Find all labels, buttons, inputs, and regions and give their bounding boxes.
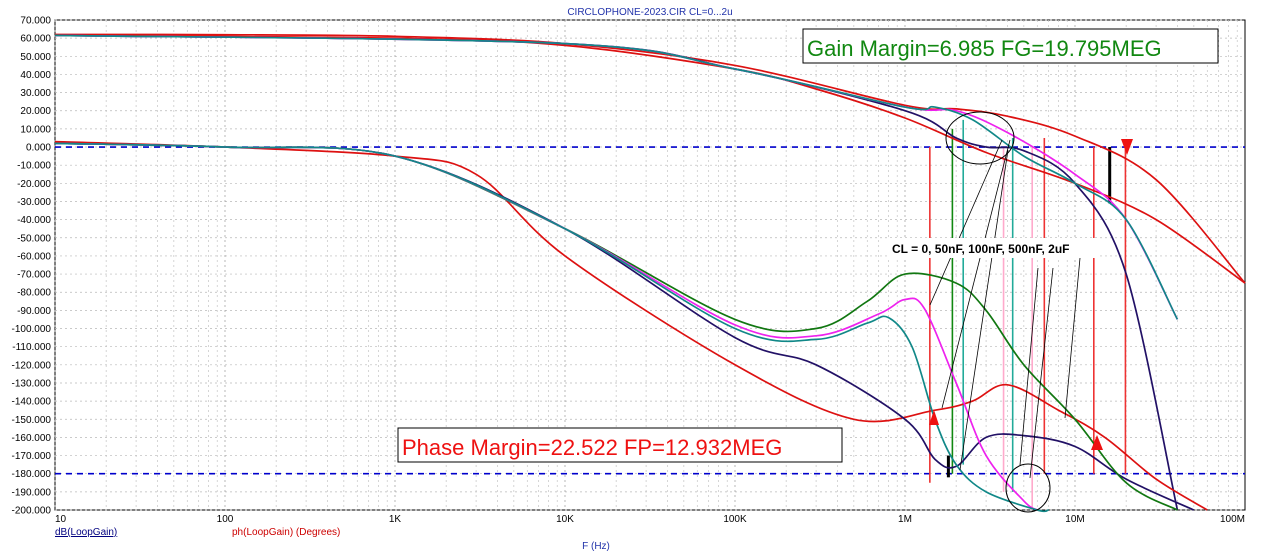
x-tick-label: 10K bbox=[556, 514, 574, 525]
y-ticks: 70.000 60.000 50.000 40.000 30.000 20.000 10.0… bbox=[12, 16, 52, 517]
gain-margin-label: Gain Margin=6.985 FG=19.795MEG bbox=[807, 36, 1162, 61]
phase-arrow-up bbox=[929, 410, 939, 425]
phase-margin-label: Phase Margin=22.522 FP=12.932MEG bbox=[402, 435, 782, 460]
y-tick-label: -20.000 bbox=[17, 179, 51, 190]
y-tick-label: 60.000 bbox=[20, 34, 51, 45]
y-tick-label: -100.000 bbox=[12, 324, 52, 335]
y-tick-label: -80.000 bbox=[17, 288, 51, 299]
cl-values-label: CL = 0, 50nF, 100nF, 500nF, 2uF bbox=[892, 242, 1070, 256]
y-tick-label: -160.000 bbox=[12, 433, 52, 444]
y-tick-label: -60.000 bbox=[17, 251, 51, 262]
gain-margin-box: Gain Margin=6.985 FG=19.795MEG bbox=[802, 28, 1219, 64]
y-tick-label: -30.000 bbox=[17, 197, 51, 208]
x-tick-label: 100K bbox=[723, 514, 747, 525]
leader-line bbox=[959, 149, 1009, 471]
y-tick-label: -150.000 bbox=[12, 415, 52, 426]
series-gain-0 bbox=[54, 33, 1246, 284]
y-tick-label: -130.000 bbox=[12, 378, 52, 389]
x-tick-label: 1M bbox=[898, 514, 912, 525]
chart-title: CIRCLOPHONE-2023.CIR CL=0...2u bbox=[567, 7, 732, 18]
x-tick-label: 100 bbox=[217, 514, 234, 525]
phase-crossover-circle bbox=[1005, 463, 1051, 513]
series-layer bbox=[54, 33, 1246, 513]
y-tick-label: 40.000 bbox=[20, 70, 51, 81]
y-tick-label: -170.000 bbox=[12, 451, 52, 462]
y-tick-label: -10.000 bbox=[17, 161, 51, 172]
y-tick-label: -200.000 bbox=[12, 506, 52, 517]
x-axis-label: F (Hz) bbox=[582, 541, 610, 552]
series-phase-9 bbox=[54, 142, 1049, 513]
leader-line bbox=[929, 139, 1003, 306]
leader-line bbox=[941, 139, 1011, 409]
y-tick-label: -140.000 bbox=[12, 397, 52, 408]
x-tick-label: 100M bbox=[1220, 514, 1245, 525]
y-tick-label: 0.000 bbox=[26, 143, 51, 154]
y-tick-label: 10.000 bbox=[20, 124, 51, 135]
y-tick-label: 50.000 bbox=[20, 52, 51, 63]
y-tick-label: -110.000 bbox=[12, 342, 51, 353]
x-ticks: 10 100 1K 10K 100K 1M 10M 100M bbox=[55, 514, 1245, 525]
y-tick-label: -70.000 bbox=[17, 270, 51, 281]
y-tick-label: -190.000 bbox=[12, 487, 52, 498]
series-gain-4 bbox=[54, 34, 1179, 320]
y-tick-label: 20.000 bbox=[20, 106, 51, 117]
x-tick-label: 10 bbox=[55, 514, 67, 525]
leader-line bbox=[1019, 267, 1039, 466]
y-tick-label: -50.000 bbox=[17, 233, 51, 244]
phase-margin-box: Phase Margin=22.522 FP=12.932MEG bbox=[397, 427, 843, 463]
gain-crossover-circle bbox=[945, 111, 1015, 165]
series-gain-1 bbox=[54, 34, 1246, 284]
y-tick-label: -180.000 bbox=[12, 469, 52, 480]
legend-gain-label[interactable]: dB(LoopGain) bbox=[55, 527, 117, 538]
cl-values-box: CL = 0, 50nF, 100nF, 500nF, 2uF bbox=[888, 238, 1100, 258]
x-tick-label: 1K bbox=[389, 514, 402, 525]
x-tick-label: 10M bbox=[1065, 514, 1084, 525]
leader-line bbox=[1064, 257, 1081, 419]
y-tick-label: -40.000 bbox=[17, 215, 51, 226]
legend-phase-label[interactable]: ph(LoopGain) (Degrees) bbox=[232, 527, 340, 538]
phase-arrow-up-2 bbox=[1091, 435, 1103, 450]
y-tick-label: 30.000 bbox=[20, 88, 51, 99]
y-tick-label: -120.000 bbox=[12, 360, 52, 371]
gain-arrow-down bbox=[1121, 139, 1133, 155]
decorations bbox=[929, 111, 1133, 513]
leader-line bbox=[1029, 267, 1054, 479]
y-tick-label: 70.000 bbox=[20, 16, 51, 27]
y-tick-label: -90.000 bbox=[17, 306, 51, 317]
